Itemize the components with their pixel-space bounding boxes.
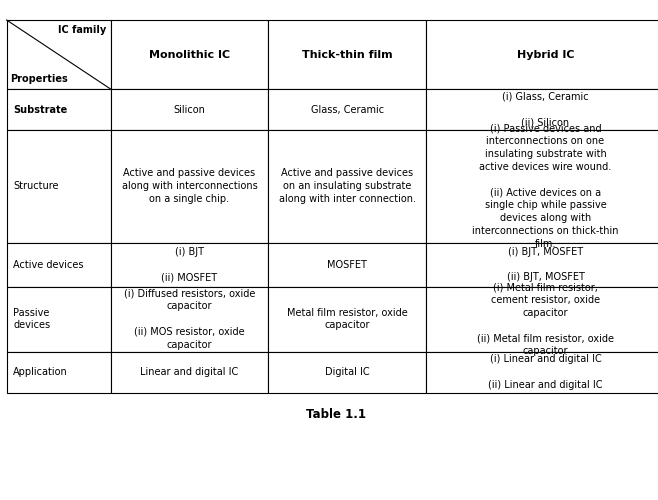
Bar <box>7 242 111 286</box>
Bar <box>426 130 658 242</box>
Bar <box>268 20 426 89</box>
Bar <box>426 89 658 130</box>
Bar <box>111 130 268 242</box>
Text: (i) Metal film resistor,
cement resistor, oxide
capacitor

(ii) Metal film resis: (i) Metal film resistor, cement resistor… <box>477 282 614 356</box>
Bar <box>426 286 658 352</box>
Bar <box>426 242 658 286</box>
Bar <box>111 352 268 393</box>
Text: (i) Linear and digital IC

(ii) Linear and digital IC: (i) Linear and digital IC (ii) Linear an… <box>488 354 603 390</box>
Text: Table 1.1: Table 1.1 <box>305 408 366 422</box>
Bar <box>268 242 426 286</box>
Bar <box>268 352 426 393</box>
Bar <box>426 20 658 89</box>
Text: Glass, Ceramic: Glass, Ceramic <box>311 104 384 115</box>
Text: Properties: Properties <box>11 74 68 84</box>
Text: (i) BJT, MOSFET

(ii) BJT, MOSFET: (i) BJT, MOSFET (ii) BJT, MOSFET <box>507 246 584 282</box>
Text: Active and passive devices
on an insulating substrate
along with inter connectio: Active and passive devices on an insulat… <box>279 168 416 204</box>
Text: Hybrid IC: Hybrid IC <box>517 50 574 59</box>
Text: Substrate: Substrate <box>13 104 67 115</box>
Text: Application: Application <box>13 367 68 377</box>
Text: (i) Passive devices and
interconnections on one
insulating substrate with
active: (i) Passive devices and interconnections… <box>472 124 619 249</box>
Text: (i) Glass, Ceramic

(ii) Silicon: (i) Glass, Ceramic (ii) Silicon <box>502 92 589 128</box>
Bar <box>268 286 426 352</box>
Text: Silicon: Silicon <box>174 104 205 115</box>
Text: Active devices: Active devices <box>13 260 84 270</box>
Text: (i) Diffused resistors, oxide
capacitor

(ii) MOS resistor, oxide
capacitor: (i) Diffused resistors, oxide capacitor … <box>124 288 255 350</box>
Bar <box>7 130 111 242</box>
Text: Thick-thin film: Thick-thin film <box>302 50 393 59</box>
Text: MOSFET: MOSFET <box>328 260 367 270</box>
Text: Monolithic IC: Monolithic IC <box>149 50 230 59</box>
Text: (i) BJT

(ii) MOSFET: (i) BJT (ii) MOSFET <box>161 246 218 282</box>
Bar <box>111 242 268 286</box>
Bar <box>7 89 111 130</box>
Bar <box>7 286 111 352</box>
Bar <box>268 89 426 130</box>
Bar <box>268 130 426 242</box>
Text: Linear and digital IC: Linear and digital IC <box>140 367 239 377</box>
Text: Passive
devices: Passive devices <box>13 308 50 330</box>
Bar <box>7 352 111 393</box>
Bar <box>111 286 268 352</box>
Text: Active and passive devices
along with interconnections
on a single chip.: Active and passive devices along with in… <box>122 168 257 204</box>
Text: IC family: IC family <box>59 25 107 35</box>
Bar <box>426 352 658 393</box>
Bar <box>7 20 111 89</box>
Bar <box>111 89 268 130</box>
Bar <box>111 20 268 89</box>
Text: Digital IC: Digital IC <box>325 367 370 377</box>
Text: Metal film resistor, oxide
capacitor: Metal film resistor, oxide capacitor <box>287 308 408 330</box>
Text: Structure: Structure <box>13 181 59 191</box>
